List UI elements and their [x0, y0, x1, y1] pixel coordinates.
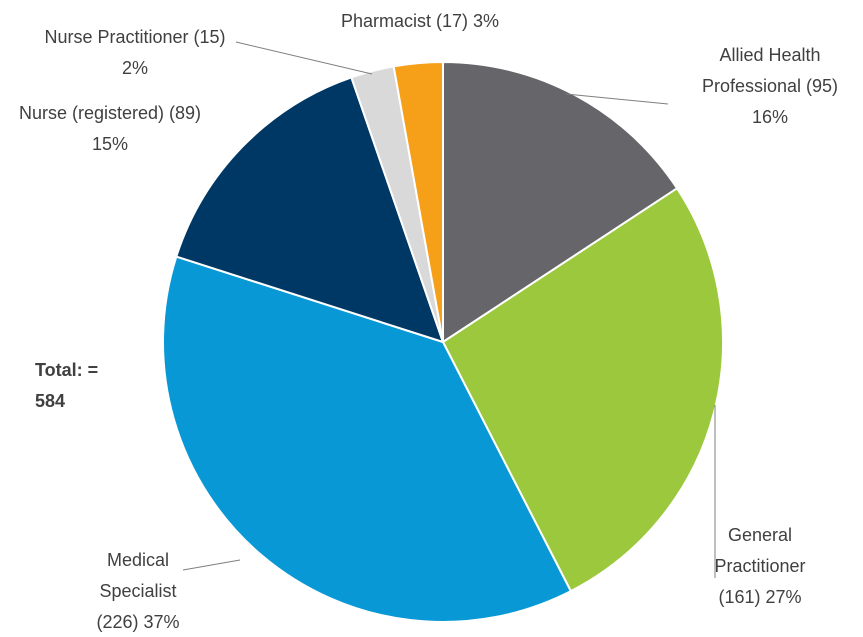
slices	[162, 60, 724, 623]
value-label: (95) 16%	[751, 76, 839, 127]
value-label: (226) 37%	[96, 612, 180, 632]
slice-label: General Practitioner (161) 27%	[699, 520, 821, 613]
category-name: Allied Health Professional	[701, 45, 821, 96]
slice-label: Nurse Practitioner (15) 2%	[35, 22, 235, 84]
category-name: Nurse Practitioner	[44, 27, 189, 47]
value-label: (15) 2%	[121, 27, 226, 78]
leader-line	[565, 93, 669, 105]
value-label: (89) 15%	[91, 103, 202, 154]
slice-label: Medical Specialist (226) 37%	[86, 545, 190, 637]
category-name: Pharmacist	[340, 11, 431, 31]
pie-slice	[442, 60, 679, 344]
category-name: General Practitioner	[714, 525, 806, 576]
category-name: Nurse (registered)	[18, 103, 164, 123]
slice-label: Allied Health Professional (95) 16%	[684, 40, 856, 133]
total-annotation: Total: = 584	[35, 360, 99, 411]
pie-slice	[162, 255, 573, 623]
leader-lines	[182, 41, 716, 578]
slice-label: Pharmacist (17) 3%	[270, 6, 570, 37]
leader-line	[182, 559, 241, 571]
pie-slice	[392, 60, 444, 343]
category-name: Medical Specialist	[99, 550, 177, 601]
value-label: (161) 27%	[718, 587, 802, 607]
leader-line	[235, 41, 373, 75]
pie-slice	[441, 186, 724, 593]
slice-label: Nurse (registered) (89) 15%	[10, 98, 210, 160]
pie-slice	[175, 76, 445, 344]
value-label: (17) 3%	[436, 11, 500, 31]
